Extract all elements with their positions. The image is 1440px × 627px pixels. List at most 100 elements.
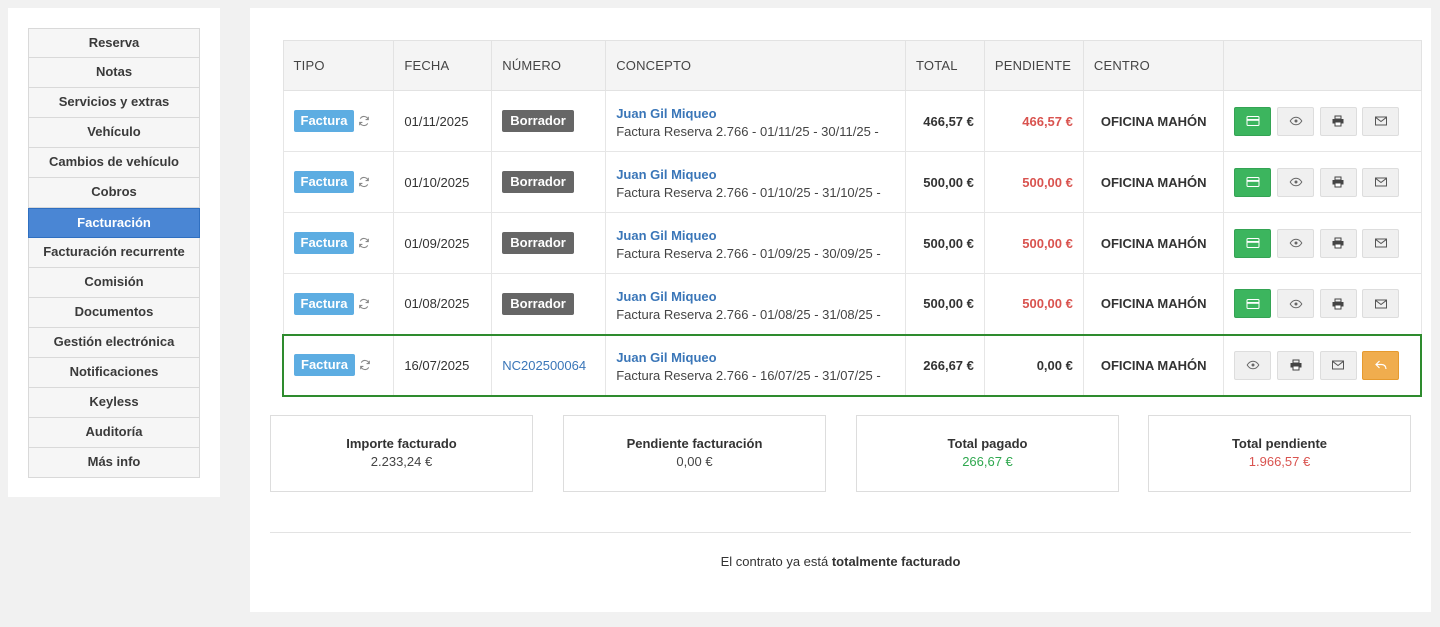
tipo-badge: Factura [293, 110, 355, 132]
pay-button[interactable] [1234, 228, 1272, 258]
pay-button[interactable] [1234, 167, 1272, 197]
header-concepto[interactable]: CONCEPTO [605, 40, 906, 91]
sidebar-item-comision[interactable]: Comisión [28, 268, 200, 298]
print-button[interactable] [1319, 289, 1357, 319]
invoice-number-link[interactable]: NC202500064 [502, 357, 587, 373]
sidebar-item-gestion-electronica[interactable]: Gestión electrónica [28, 328, 200, 358]
print-button[interactable] [1319, 167, 1357, 197]
credit-card-icon [1246, 298, 1260, 309]
summary-label: Importe facturado [346, 436, 457, 451]
centro-cell: OFICINA MAHÓN [1082, 151, 1225, 213]
sidebar-menu: Reserva Notas Servicios y extras Vehícul… [28, 28, 200, 478]
concept-text: Factura Reserva 2.766 - 01/11/25 - 30/11… [616, 124, 879, 139]
fecha-cell: 01/11/2025 [393, 90, 493, 152]
header-numero[interactable]: NÚMERO [491, 40, 607, 91]
view-button[interactable] [1277, 106, 1315, 136]
print-button[interactable] [1277, 350, 1315, 380]
sidebar-item-reserva[interactable]: Reserva [28, 28, 200, 58]
view-button[interactable] [1277, 289, 1315, 319]
borrador-badge: Borrador [502, 232, 574, 254]
summary-total-pendiente: Total pendiente 1.966,57 € [1148, 415, 1411, 492]
pendiente-cell: 0,00 € [983, 333, 1084, 397]
sidebar-item-facturacion-recurrente[interactable]: Facturación recurrente [28, 238, 200, 268]
envelope-icon [1332, 360, 1345, 370]
pay-button[interactable] [1234, 106, 1272, 136]
sync-icon [359, 176, 370, 188]
centro-cell: OFICINA MAHÓN [1082, 273, 1225, 335]
invoices-table: TIPO FECHA NÚMERO CONCEPTO TOTAL PENDIEN… [282, 40, 1423, 397]
email-button[interactable] [1362, 167, 1400, 197]
client-link[interactable]: Juan Gil Miqueo [616, 288, 717, 304]
printer-icon [1332, 237, 1344, 249]
summary-value: 1.966,57 € [1248, 454, 1311, 469]
header-centro[interactable]: CENTRO [1082, 40, 1225, 91]
tipo-badge: Factura [293, 292, 355, 315]
status-message-emphasis: totalmente facturado [831, 554, 961, 569]
eye-icon [1289, 116, 1302, 126]
divider [270, 532, 1411, 533]
fecha-cell: 16/07/2025 [393, 333, 493, 397]
total-cell: 466,57 € [904, 90, 985, 152]
email-button[interactable] [1362, 289, 1400, 319]
header-fecha[interactable]: FECHA [393, 40, 493, 91]
sync-icon [359, 115, 370, 127]
summary-total-pagado: Total pagado 266,67 € [856, 415, 1119, 492]
sidebar-item-mas-info[interactable]: Más info [28, 448, 200, 478]
table-row: Factura 01/08/2025 Borrador Juan Gil Miq… [282, 273, 1422, 335]
pay-button[interactable] [1234, 289, 1272, 319]
client-link[interactable]: Juan Gil Miqueo [616, 228, 717, 243]
pendiente-cell: 466,57 € [983, 90, 1084, 152]
row-actions [1223, 212, 1422, 274]
credit-card-icon [1246, 238, 1260, 248]
sidebar-item-notas[interactable]: Notas [28, 58, 200, 88]
sidebar-item-auditoria[interactable]: Auditoría [28, 418, 200, 448]
summary-label: Pendiente facturación [626, 436, 763, 451]
client-link[interactable]: Juan Gil Miqueo [616, 167, 717, 182]
sidebar-item-keyless[interactable]: Keyless [28, 388, 200, 418]
header-tipo[interactable]: TIPO [282, 40, 395, 91]
row-actions [1223, 333, 1423, 397]
view-button[interactable] [1277, 228, 1315, 258]
print-button[interactable] [1319, 106, 1357, 136]
view-button[interactable] [1277, 167, 1315, 197]
sidebar-item-cambios-vehiculo[interactable]: Cambios de vehículo [28, 148, 200, 178]
pendiente-cell: 500,00 € [983, 273, 1084, 335]
tipo-badge: Factura [293, 171, 355, 193]
sidebar-item-notificaciones[interactable]: Notificaciones [28, 358, 200, 388]
sidebar-item-servicios-extras[interactable]: Servicios y extras [28, 88, 200, 118]
envelope-icon [1374, 238, 1387, 248]
borrador-badge: Borrador [502, 110, 574, 132]
email-button[interactable] [1362, 106, 1400, 136]
email-button[interactable] [1362, 228, 1400, 258]
summary-value: 0,00 € [676, 454, 713, 469]
header-pendiente[interactable]: PENDIENTE [983, 40, 1084, 91]
sidebar-item-cobros[interactable]: Cobros [28, 178, 200, 208]
header-total[interactable]: TOTAL [904, 40, 985, 91]
centro-cell: OFICINA MAHÓN [1082, 90, 1225, 152]
sidebar-item-documentos[interactable]: Documentos [28, 298, 200, 328]
pendiente-cell: 500,00 € [983, 151, 1084, 213]
email-button[interactable] [1319, 350, 1357, 380]
borrador-badge: Borrador [502, 292, 574, 315]
envelope-icon [1374, 299, 1387, 309]
table-row: Factura 01/09/2025 Borrador Juan Gil Miq… [282, 212, 1422, 274]
table-row: Factura 01/10/2025 Borrador Juan Gil Miq… [282, 151, 1422, 213]
pendiente-cell: 500,00 € [983, 212, 1084, 274]
summary-value: 266,67 € [962, 454, 1013, 469]
table-header-row: TIPO FECHA NÚMERO CONCEPTO TOTAL PENDIEN… [282, 40, 1422, 91]
sidebar-item-facturacion[interactable]: Facturación [28, 208, 200, 238]
sidebar-item-vehiculo[interactable]: Vehículo [28, 118, 200, 148]
refund-button[interactable] [1362, 350, 1400, 380]
tipo-badge: Factura [294, 354, 355, 376]
concept-text: Factura Reserva 2.766 - 01/09/25 - 30/09… [616, 246, 881, 261]
fecha-cell: 01/09/2025 [393, 212, 493, 274]
view-button[interactable] [1234, 350, 1272, 380]
total-cell: 500,00 € [904, 273, 985, 335]
client-link[interactable]: Juan Gil Miqueo [616, 350, 717, 365]
client-link[interactable]: Juan Gil Miqueo [616, 106, 717, 121]
summary-pendiente-facturacion: Pendiente facturación 0,00 € [563, 415, 826, 492]
borrador-badge: Borrador [502, 171, 574, 193]
centro-cell: OFICINA MAHÓN [1082, 333, 1225, 397]
print-button[interactable] [1319, 228, 1357, 258]
eye-icon [1289, 177, 1302, 187]
